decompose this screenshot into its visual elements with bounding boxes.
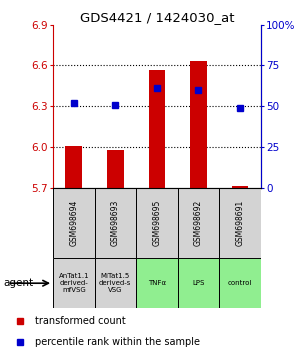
Bar	[148, 70, 165, 188]
Text: AnTat1.1
derived-
mfVSG: AnTat1.1 derived- mfVSG	[58, 273, 89, 293]
Bar	[219, 188, 261, 258]
Text: control: control	[228, 280, 252, 286]
Bar	[136, 258, 178, 308]
Text: percentile rank within the sample: percentile rank within the sample	[35, 337, 200, 348]
Title: GDS4421 / 1424030_at: GDS4421 / 1424030_at	[80, 11, 234, 24]
Text: GSM698694: GSM698694	[69, 200, 78, 246]
Text: TNFα: TNFα	[148, 280, 166, 286]
Text: GSM698691: GSM698691	[235, 200, 244, 246]
Bar	[107, 150, 124, 188]
Bar	[231, 186, 248, 188]
Bar	[65, 145, 82, 188]
Text: GSM698695: GSM698695	[152, 200, 161, 246]
Text: transformed count: transformed count	[35, 316, 126, 326]
Text: agent: agent	[3, 278, 33, 288]
Text: LPS: LPS	[192, 280, 205, 286]
Bar	[178, 188, 219, 258]
Text: MiTat1.5
derived-s
VSG: MiTat1.5 derived-s VSG	[99, 273, 132, 293]
Bar	[178, 258, 219, 308]
Text: GSM698693: GSM698693	[111, 200, 120, 246]
Bar	[136, 188, 178, 258]
Bar	[53, 188, 95, 258]
Bar	[219, 258, 261, 308]
Bar	[95, 258, 136, 308]
Text: GSM698692: GSM698692	[194, 200, 203, 246]
Bar	[190, 61, 207, 188]
Bar	[95, 188, 136, 258]
Bar	[53, 258, 95, 308]
